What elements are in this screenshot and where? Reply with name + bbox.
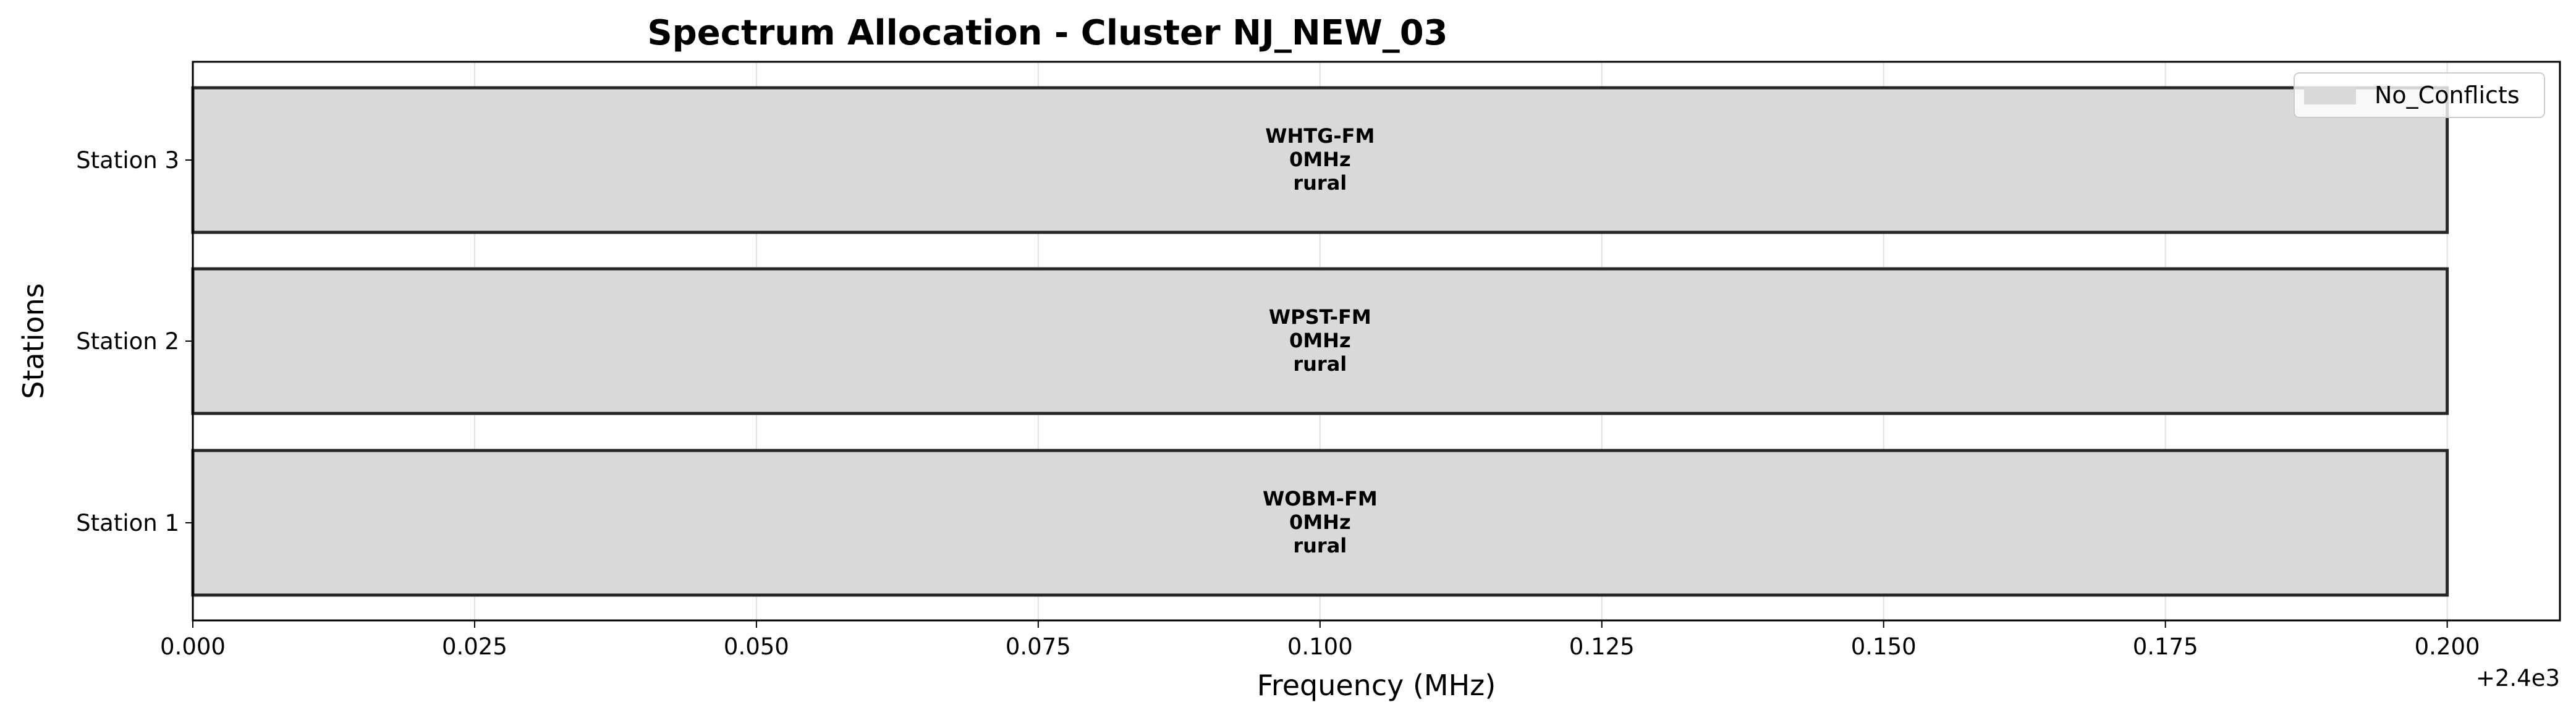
bar-data-label: 0MHz — [1289, 510, 1351, 534]
x-tick-label: 0.000 — [160, 633, 226, 660]
bar-wobm-fm — [191, 449, 2449, 597]
x-tick-label: 0.200 — [2415, 633, 2480, 660]
x-tick-label: 0.125 — [1569, 633, 1635, 660]
bar-data-label: rural — [1293, 171, 1347, 195]
x-tick-label: 0.025 — [442, 633, 507, 660]
y-tick-label: Station 2 — [76, 328, 179, 355]
bar-data-label: WPST-FM — [1269, 305, 1371, 329]
x-tick-label: 0.175 — [2133, 633, 2198, 660]
y-tick-label: Station 1 — [76, 510, 179, 536]
legend: No_Conflicts — [2294, 72, 2545, 118]
bar-data-label: WHTG-FM — [1265, 124, 1375, 148]
bar-data-label: 0MHz — [1289, 329, 1351, 352]
y-tick-label: Station 3 — [76, 147, 179, 174]
x-tick-label: 0.150 — [1851, 633, 1917, 660]
x-tick-label: 0.075 — [1006, 633, 1071, 660]
bar-whtg-fm — [191, 86, 2449, 234]
legend-label-no-conflicts: No_Conflicts — [2375, 82, 2520, 109]
bar-data-label: rural — [1293, 534, 1347, 557]
x-tick-label: 0.100 — [1287, 633, 1353, 660]
bar-wpst-fm — [191, 267, 2449, 415]
x-axis-ticks: 0.000 0.025 0.050 0.075 0.100 0.125 0.150 0.175… — [160, 620, 2480, 660]
legend-swatch-no-conflicts — [2304, 87, 2356, 104]
y-axis-ticks: Station 1 Station 2 Station 3 — [76, 147, 193, 536]
bar-data-label: rural — [1293, 352, 1347, 376]
bar-data-label: 0MHz — [1289, 148, 1351, 171]
chart-title: Spectrum Allocation - Cluster NJ_NEW_03 — [647, 13, 1447, 53]
bar-data-label: WOBM-FM — [1263, 487, 1378, 510]
x-axis-offset-label: +2.4e3 — [2476, 665, 2560, 691]
x-tick-label: 0.050 — [724, 633, 789, 660]
y-axis-label: Stations — [17, 283, 50, 399]
legend-frame — [2294, 72, 2545, 118]
x-axis-label: Frequency (MHz) — [1257, 669, 1496, 702]
bars-layer: WOBM-FM0MHzruralWPST-FM0MHzruralWHTG-FM0… — [191, 86, 2449, 597]
